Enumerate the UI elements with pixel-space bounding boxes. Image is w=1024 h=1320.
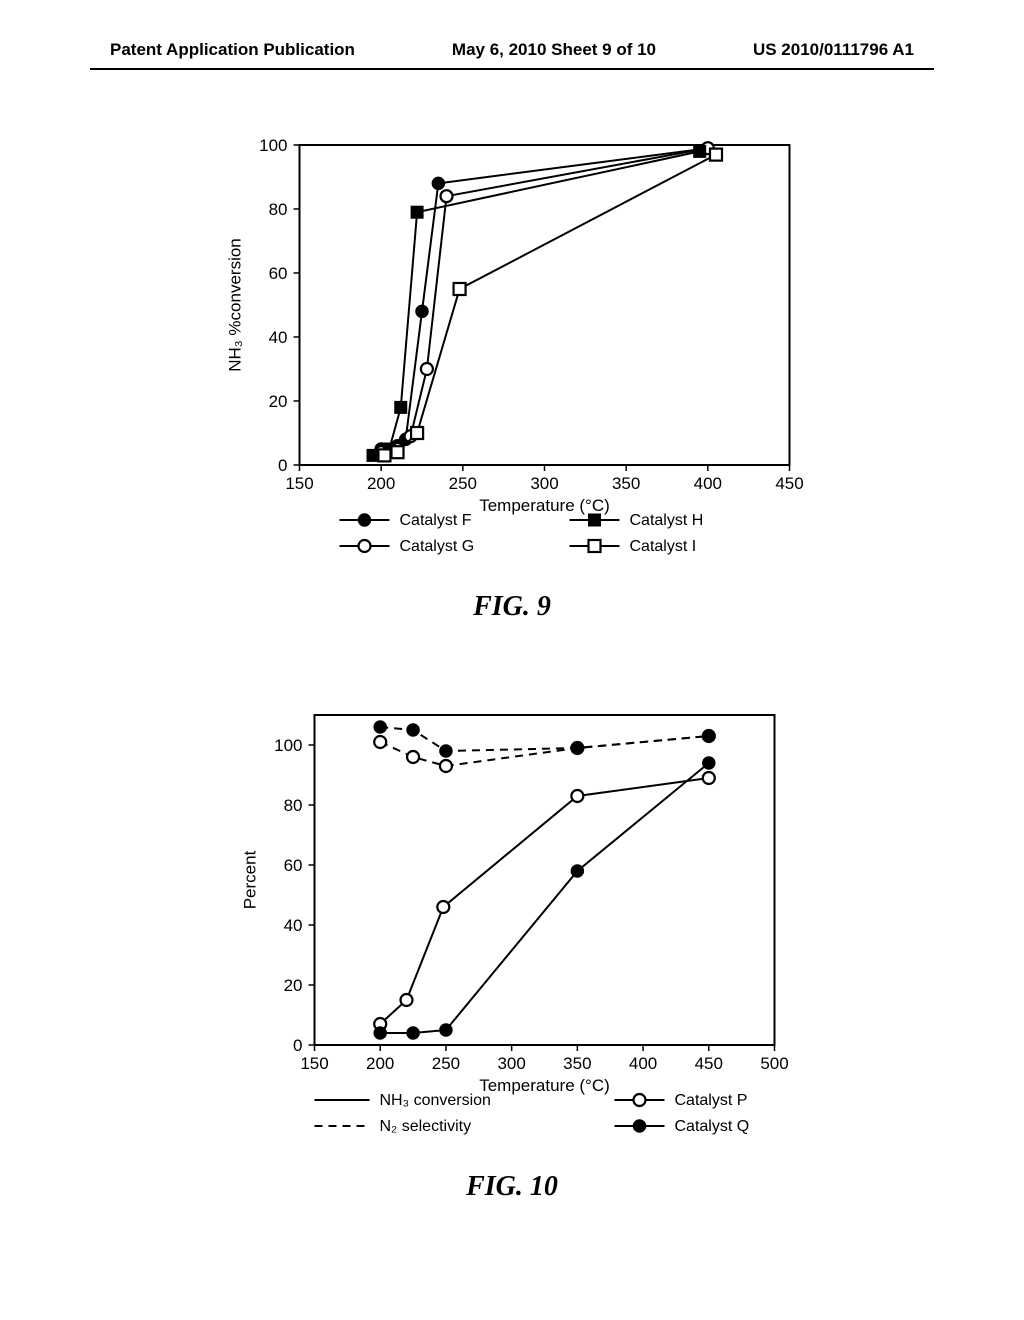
svg-text:N₂ selectivity: N₂ selectivity — [380, 1118, 472, 1135]
svg-text:300: 300 — [497, 1054, 525, 1073]
svg-text:0: 0 — [278, 456, 287, 475]
svg-text:200: 200 — [366, 1054, 394, 1073]
header-right: US 2010/0111796 A1 — [753, 40, 914, 60]
svg-text:Catalyst I: Catalyst I — [630, 538, 697, 555]
fig9-title: FIG. 9 — [215, 591, 810, 623]
svg-text:450: 450 — [775, 474, 803, 493]
svg-text:200: 200 — [367, 474, 395, 493]
chart-fig9: 150 200 250 300 350 400 450 0 20 40 60 80 100 Tempera… — [215, 130, 810, 585]
svg-text:NH₃ %conversion: NH₃ %conversion — [226, 238, 245, 372]
svg-text:400: 400 — [694, 474, 722, 493]
svg-text:250: 250 — [432, 1054, 460, 1073]
svg-text:400: 400 — [629, 1054, 657, 1073]
svg-text:100: 100 — [259, 136, 287, 155]
svg-text:20: 20 — [269, 392, 288, 411]
svg-text:40: 40 — [284, 916, 303, 935]
svg-text:NH₃ conversion: NH₃ conversion — [380, 1092, 491, 1109]
svg-text:Catalyst G: Catalyst G — [400, 538, 475, 555]
svg-text:Catalyst Q: Catalyst Q — [675, 1118, 750, 1135]
svg-text:40: 40 — [269, 328, 288, 347]
figure-9: 150 200 250 300 350 400 450 0 20 40 60 80 100 Tempera… — [215, 130, 810, 623]
svg-text:500: 500 — [760, 1054, 788, 1073]
svg-text:Catalyst P: Catalyst P — [675, 1092, 748, 1109]
svg-text:Catalyst H: Catalyst H — [630, 512, 704, 529]
page-header: Patent Application Publication May 6, 20… — [0, 40, 1024, 60]
svg-text:350: 350 — [612, 474, 640, 493]
header-center: May 6, 2010 Sheet 9 of 10 — [452, 40, 656, 60]
fig10-title: FIG. 10 — [230, 1171, 795, 1203]
svg-text:Temperature (°C): Temperature (°C) — [479, 1076, 610, 1095]
svg-text:300: 300 — [530, 474, 558, 493]
svg-text:250: 250 — [449, 474, 477, 493]
svg-text:0: 0 — [293, 1036, 302, 1055]
chart-fig10: 150 200 250 300 350 400 450 500 0 20 40 60 80 100 Temp… — [230, 700, 795, 1165]
svg-text:450: 450 — [695, 1054, 723, 1073]
svg-text:80: 80 — [284, 796, 303, 815]
svg-text:Catalyst F: Catalyst F — [400, 512, 472, 529]
svg-text:100: 100 — [274, 736, 302, 755]
svg-text:60: 60 — [284, 856, 303, 875]
svg-text:350: 350 — [563, 1054, 591, 1073]
header-left: Patent Application Publication — [110, 40, 355, 60]
header-rule — [90, 68, 934, 70]
svg-text:20: 20 — [284, 976, 303, 995]
svg-text:60: 60 — [269, 264, 288, 283]
figure-10: 150 200 250 300 350 400 450 500 0 20 40 60 80 100 Temp… — [230, 700, 795, 1203]
svg-text:Percent: Percent — [241, 850, 260, 909]
svg-text:150: 150 — [285, 474, 313, 493]
svg-text:150: 150 — [300, 1054, 328, 1073]
svg-text:Temperature (°C): Temperature (°C) — [479, 496, 610, 515]
svg-text:80: 80 — [269, 200, 288, 219]
